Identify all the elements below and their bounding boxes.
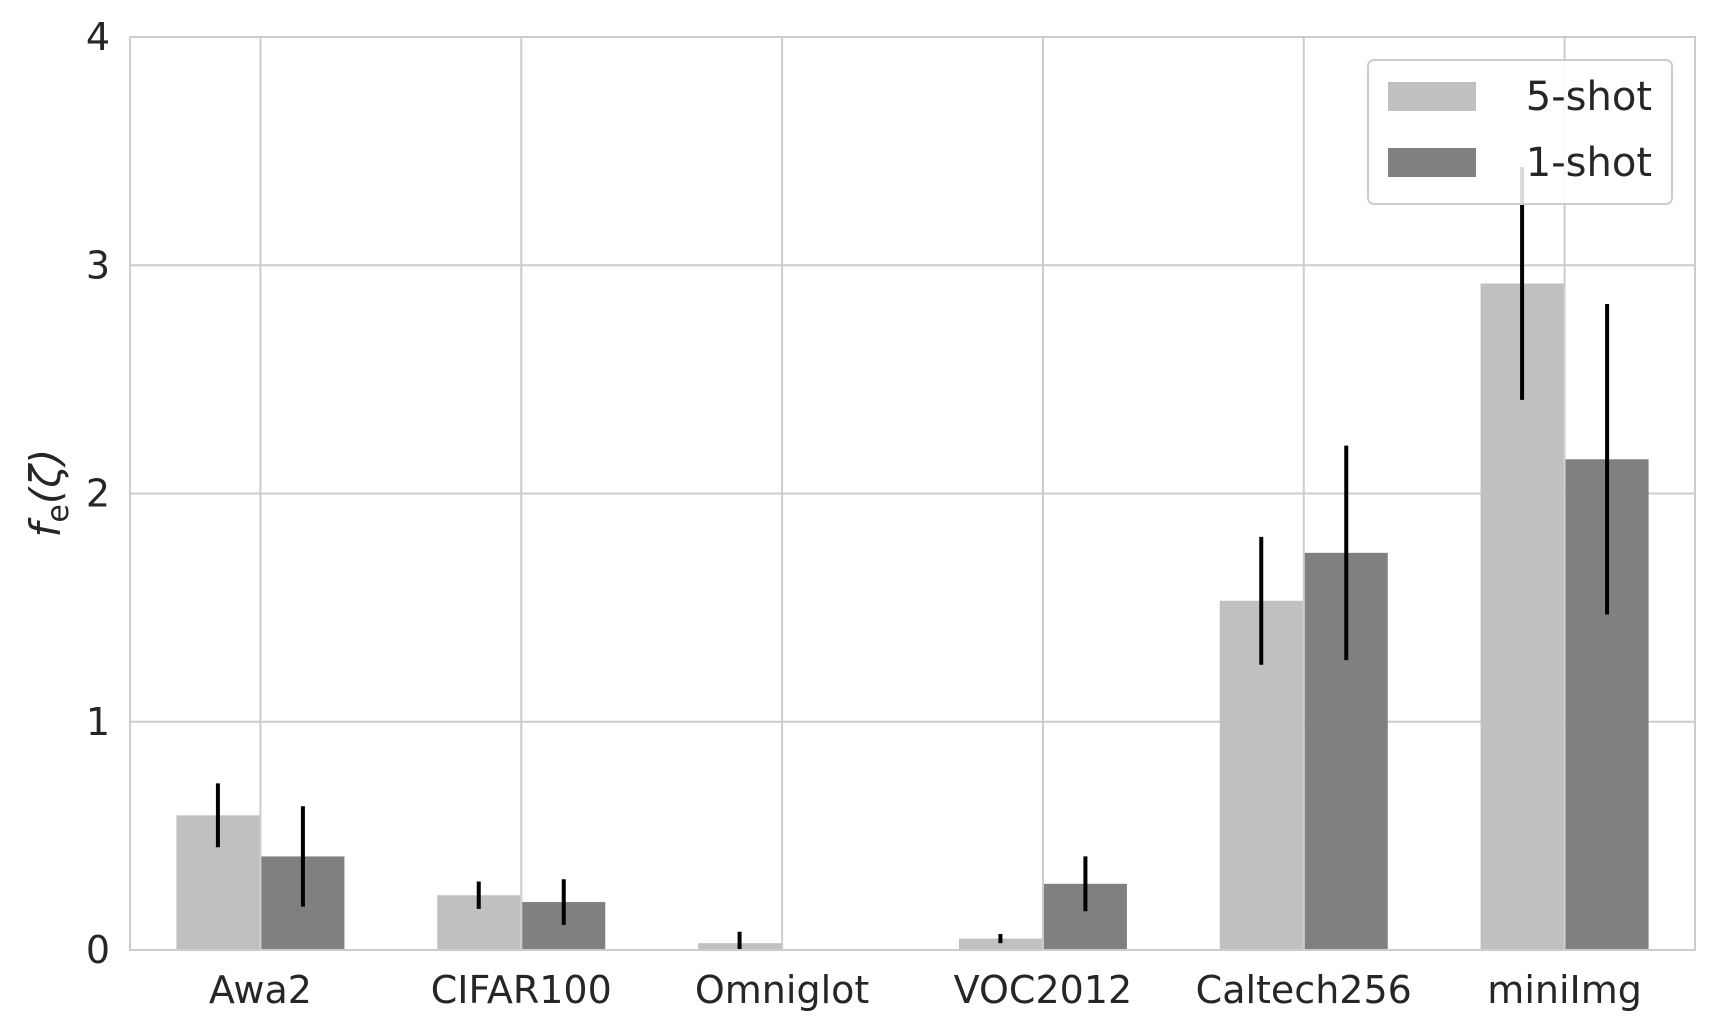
x-tick-label: Caltech256 (1196, 968, 1412, 1012)
legend-swatch-1-shot (1388, 148, 1476, 177)
x-tick-label: VOC2012 (954, 968, 1132, 1012)
legend-label-5-shot: 5-shot (1526, 74, 1652, 120)
y-tick-label: 2 (86, 472, 110, 516)
error-bars (215, 167, 1610, 950)
legend: 5-shot 1-shot (1367, 59, 1673, 205)
bar-5-shot (958, 938, 1042, 950)
y-axis-tick-labels: 0 1 2 3 4 (86, 15, 110, 972)
x-tick-label: miniImg (1487, 968, 1642, 1012)
y-tick-label: 4 (86, 15, 110, 59)
x-tick-label: Omniglot (695, 968, 869, 1012)
x-axis-tick-labels: Awa2 CIFAR100 Omniglot VOC2012 Caltech256 min… (209, 968, 1642, 1012)
bars (176, 283, 1649, 950)
x-tick-label: CIFAR100 (431, 968, 612, 1012)
y-tick-label: 3 (86, 243, 110, 287)
plot-frame (129, 36, 1696, 951)
legend-label-1-shot: 1-shot (1526, 140, 1652, 186)
x-tick-label: Awa2 (209, 968, 312, 1012)
y-tick-label: 1 (86, 700, 110, 744)
legend-swatch-5-shot (1388, 82, 1476, 111)
y-axis-label: fe(ζ) (21, 449, 76, 538)
y-tick-label: 0 (86, 928, 110, 972)
